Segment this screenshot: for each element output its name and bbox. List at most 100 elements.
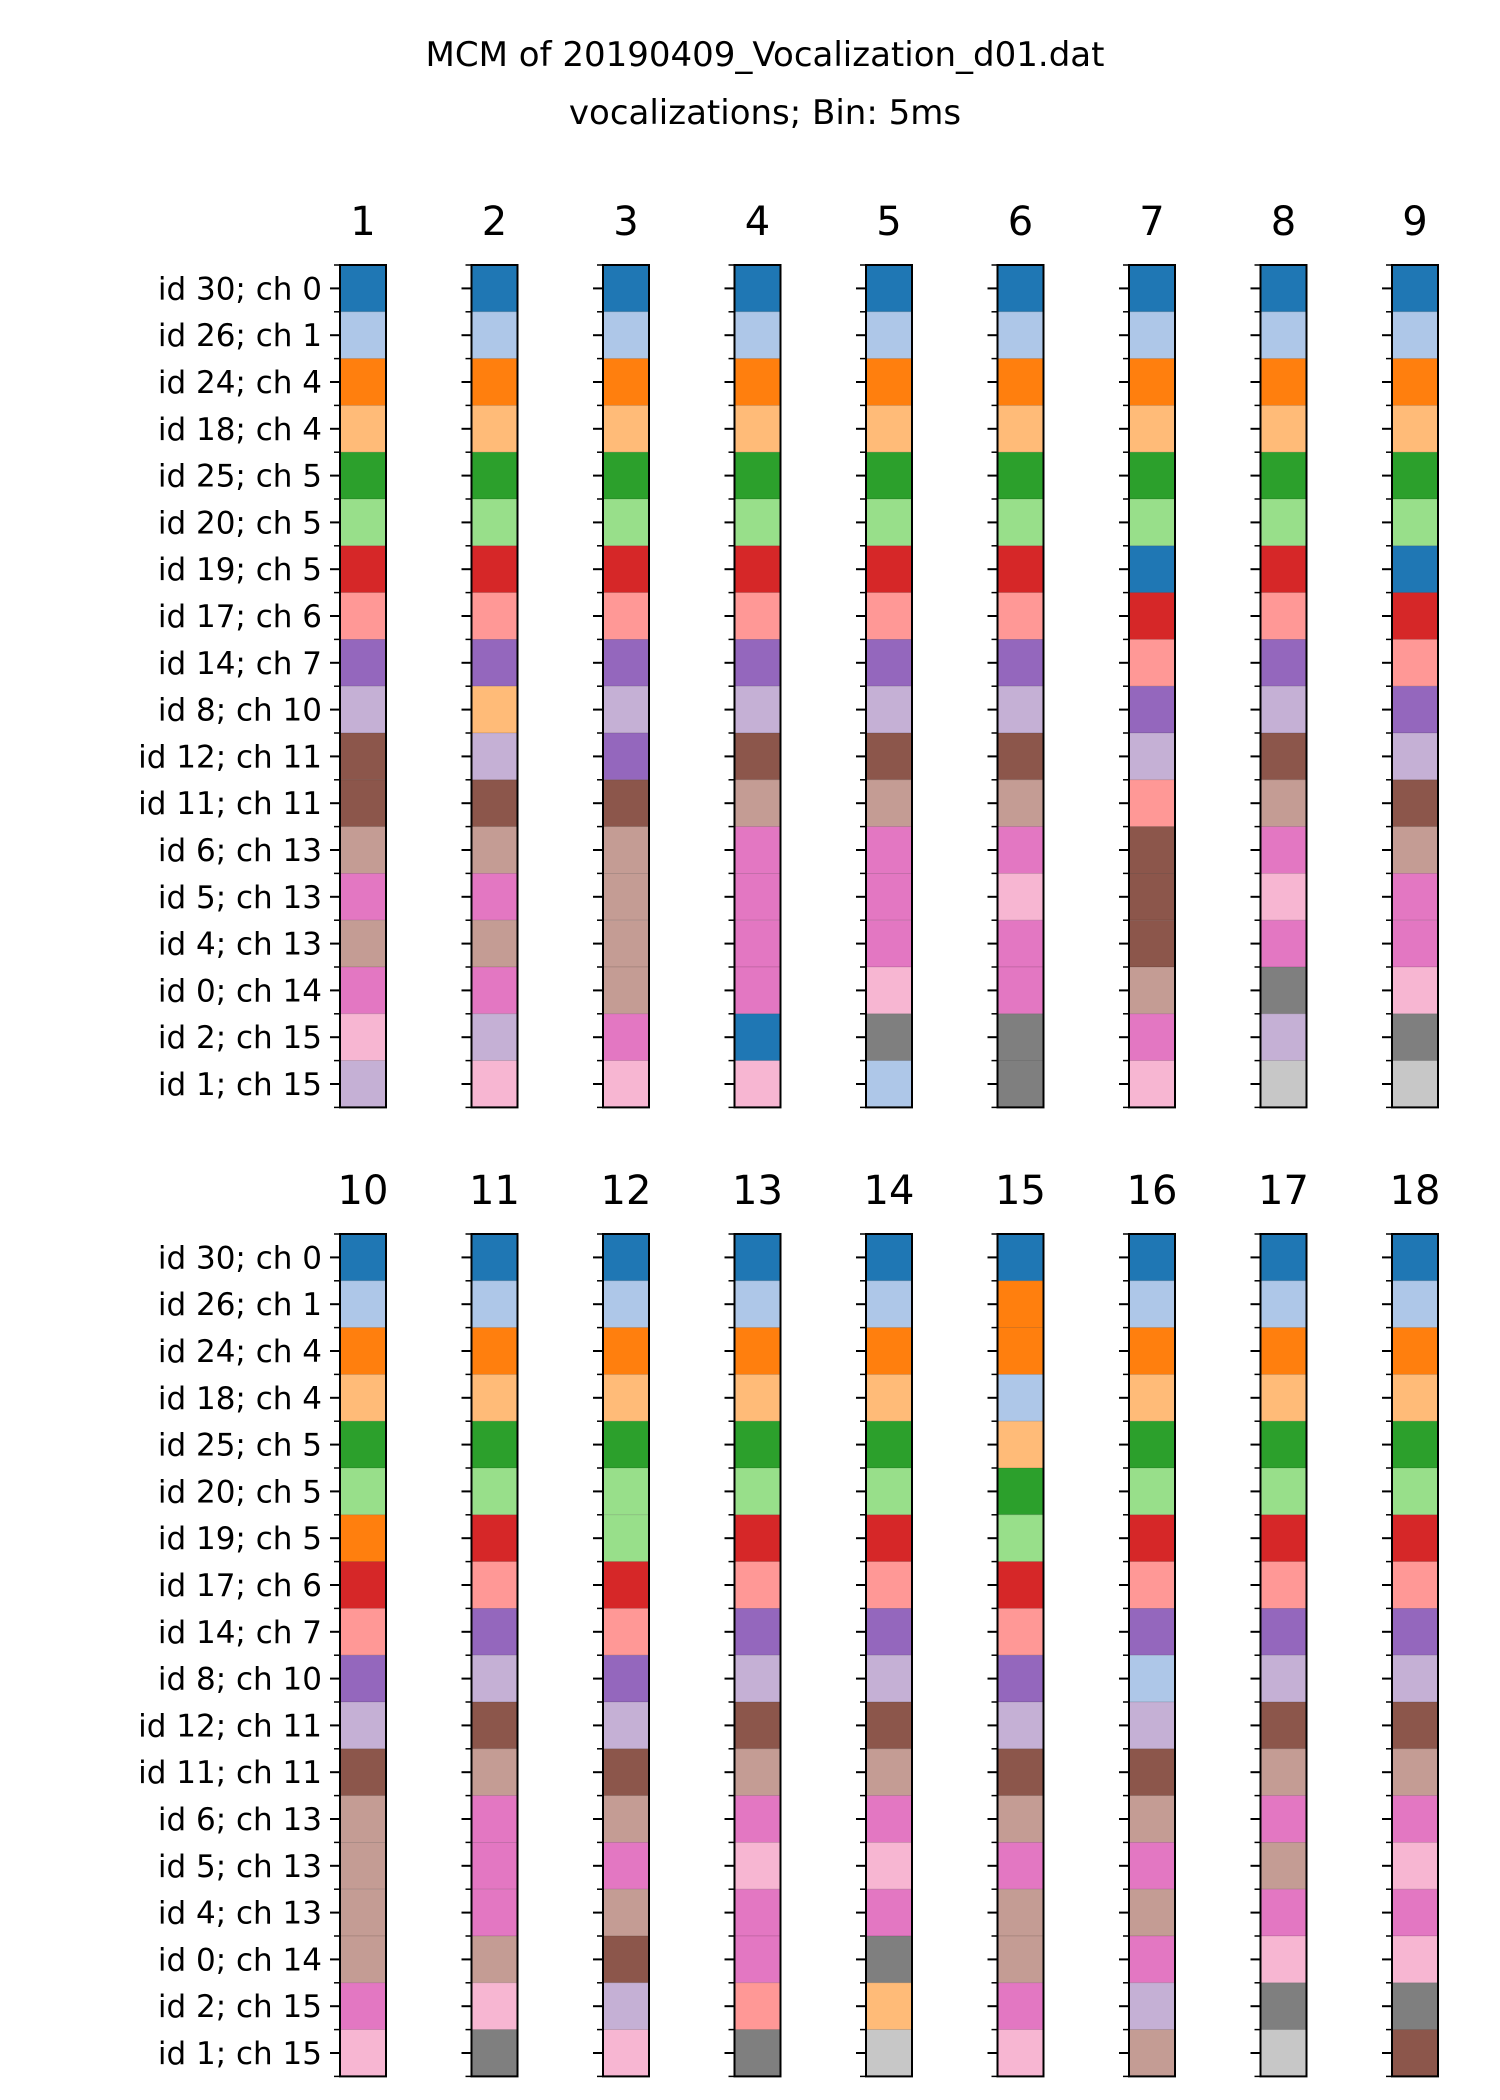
mcm-cell: [734, 2029, 781, 2077]
mcm-cell: [1128, 1374, 1176, 1422]
mcm-cell: [471, 966, 518, 1015]
mcm-cell: [1260, 1327, 1307, 1375]
mcm-cell: [865, 1701, 913, 1750]
row-label: id 24; ch 4: [158, 365, 322, 401]
mcm-cell: [471, 1514, 518, 1563]
mcm-cell: [471, 498, 518, 547]
mcm-cell: [1391, 1514, 1439, 1563]
mcm-cell: [1128, 1327, 1176, 1375]
mcm-cell: [865, 592, 913, 640]
mcm-cell: [1391, 1060, 1439, 1108]
mcm-cell: [734, 1327, 781, 1375]
mcm-cell: [1260, 826, 1307, 874]
mcm-cell: [1128, 639, 1176, 687]
mcm-cell: [1260, 264, 1307, 313]
mcm-cell: [734, 404, 781, 453]
row-label: id 5; ch 13: [158, 880, 322, 916]
row-label: id 20; ch 5: [158, 1474, 322, 1510]
column-label: 4: [745, 199, 770, 245]
mcm-cell: [339, 826, 387, 874]
row-label: id 26; ch 1: [158, 318, 322, 354]
mcm-cell: [1391, 1795, 1439, 1843]
mcm-cell: [1128, 1420, 1176, 1469]
mcm-cell: [1391, 404, 1439, 453]
mcm-cell: [602, 1748, 650, 1797]
mcm-cell: [734, 264, 781, 313]
mcm-cell: [1260, 311, 1307, 359]
mcm-column: 3: [593, 199, 650, 1109]
mcm-cell: [1128, 264, 1176, 313]
mcm-column: 8: [1250, 199, 1308, 1109]
mcm-cell: [1128, 1654, 1176, 1703]
mcm-cell: [471, 873, 518, 921]
mcm-cell: [1260, 1608, 1307, 1656]
mcm-cell: [1260, 1420, 1307, 1469]
mcm-cell: [865, 1748, 913, 1797]
mcm-cell: [471, 1935, 518, 1984]
mcm-cell: [734, 1935, 781, 1984]
row-label: id 6; ch 13: [158, 833, 322, 869]
mcm-cell: [602, 2029, 650, 2077]
mcm-cell: [1391, 1327, 1439, 1375]
mcm-cell: [471, 1748, 518, 1797]
mcm-cell: [1391, 264, 1439, 313]
mcm-cell: [1260, 1935, 1307, 1984]
mcm-cell: [339, 1374, 387, 1422]
mcm-cell: [602, 1280, 650, 1329]
mcm-cell: [339, 1420, 387, 1469]
mcm-cell: [1260, 1748, 1307, 1797]
mcm-cell: [339, 404, 387, 453]
mcm-cell: [997, 1701, 1044, 1750]
column-label: 14: [864, 1168, 915, 1214]
column-label: 16: [1127, 1168, 1178, 1214]
mcm-cell: [1391, 358, 1439, 406]
column-label: 6: [1008, 199, 1033, 245]
row-label: id 24; ch 4: [158, 1334, 322, 1370]
mcm-cell: [997, 779, 1044, 827]
row-label: id 8; ch 10: [158, 1662, 322, 1698]
column-label: 11: [469, 1168, 520, 1214]
mcm-cell: [1260, 1888, 1307, 1937]
mcm-cell: [1391, 1935, 1439, 1984]
mcm-cell: [734, 1280, 781, 1329]
mcm-cell: [471, 779, 518, 827]
mcm-cell: [339, 1608, 387, 1656]
mcm-cell: [865, 1420, 913, 1469]
mcm-cell: [339, 1842, 387, 1890]
mcm-cell: [1260, 404, 1307, 453]
mcm-cell: [471, 358, 518, 406]
mcm-cell: [602, 1060, 650, 1108]
mcm-cell: [997, 311, 1044, 359]
row-label: id 0; ch 14: [158, 973, 322, 1009]
mcm-cell: [997, 1561, 1044, 1609]
mcm-cell: [602, 1561, 650, 1609]
column-label: 10: [338, 1168, 389, 1214]
mcm-cell: [997, 1280, 1044, 1329]
mcm-cell: [602, 1795, 650, 1843]
mcm-cell: [1391, 1982, 1439, 2031]
mcm-cell: [1128, 1608, 1176, 1656]
mcm-cell: [734, 451, 781, 500]
row-label: id 25; ch 5: [158, 1428, 322, 1464]
mcm-cell: [865, 1982, 913, 2031]
mcm-column: 13: [724, 1168, 783, 2078]
mcm-cell: [734, 545, 781, 593]
mcm-cell: [1391, 919, 1439, 968]
mcm-cell: [865, 1514, 913, 1563]
mcm-cell: [1391, 1013, 1439, 1061]
mcm-cell: [734, 592, 781, 640]
mcm-cell: [339, 592, 387, 640]
column-label: 17: [1258, 1168, 1309, 1214]
mcm-cell: [997, 498, 1044, 547]
mcm-cell: [734, 1374, 781, 1422]
mcm-cell: [865, 2029, 913, 2077]
mcm-column: 4: [724, 199, 782, 1109]
mcm-cell: [339, 1982, 387, 2031]
row-label: id 1; ch 15: [158, 1067, 322, 1103]
mcm-cell: [997, 1795, 1044, 1843]
mcm-cell: [1128, 1701, 1176, 1750]
mcm-cell: [1260, 1467, 1307, 1516]
mcm-cell: [1128, 311, 1176, 359]
mcm-cell: [997, 404, 1044, 453]
mcm-cell: [602, 1013, 650, 1061]
